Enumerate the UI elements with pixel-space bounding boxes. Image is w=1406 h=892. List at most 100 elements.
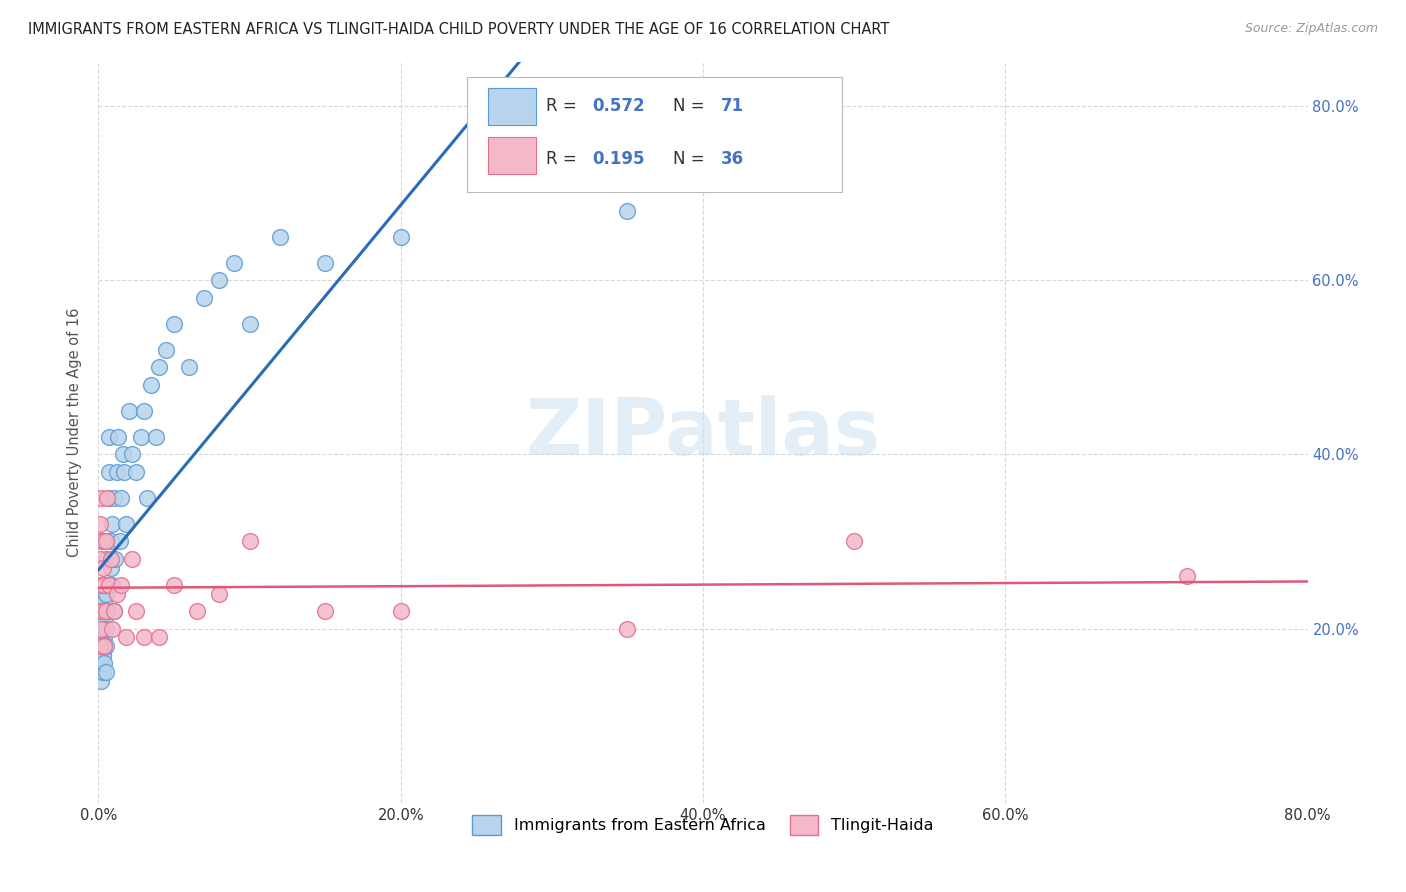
Point (125, 465, 148, 479)
FancyBboxPatch shape (488, 87, 536, 125)
Point (111, 447, 134, 461)
Point (148, 630, 170, 644)
Point (93, 639, 115, 653)
Point (89, 648, 111, 662)
FancyBboxPatch shape (467, 78, 842, 192)
Point (112, 465, 135, 479)
Point (91, 578, 114, 592)
Text: 0.195: 0.195 (592, 150, 644, 168)
Point (141, 377, 163, 392)
Point (100, 534, 122, 549)
Point (96, 604, 118, 618)
Point (94, 552, 117, 566)
Point (91, 560, 114, 574)
Point (91, 665, 114, 680)
Point (90, 673, 112, 688)
Point (1175, 569, 1198, 583)
Y-axis label: Child Poverty Under the Age of 16: Child Poverty Under the Age of 16 (67, 308, 83, 558)
Point (314, 256, 336, 270)
Point (110, 491, 132, 505)
Point (208, 273, 231, 287)
Point (314, 604, 336, 618)
Point (114, 517, 136, 532)
Point (89, 517, 111, 532)
Point (101, 517, 124, 532)
Point (389, 229, 412, 244)
Point (98, 465, 121, 479)
Point (93, 595, 115, 609)
Point (105, 465, 128, 479)
Point (269, 229, 291, 244)
Point (94, 534, 117, 549)
Point (90, 630, 112, 644)
Point (108, 534, 131, 549)
Point (91, 534, 114, 549)
Point (91, 622, 114, 636)
Point (163, 317, 186, 331)
Point (90, 491, 112, 505)
Point (121, 552, 143, 566)
Text: 36: 36 (721, 150, 744, 168)
Point (616, 203, 638, 218)
Point (89, 613, 111, 627)
Point (93, 613, 115, 627)
Point (89, 604, 111, 618)
Point (110, 578, 132, 592)
Point (186, 604, 208, 618)
Point (90, 613, 112, 627)
Point (224, 256, 246, 270)
Point (96, 534, 118, 549)
Point (89, 630, 111, 644)
Point (135, 491, 157, 505)
Point (91, 604, 114, 618)
Point (239, 534, 262, 549)
Point (114, 630, 136, 644)
Point (89, 657, 111, 671)
Point (89, 622, 111, 636)
Text: Source: ZipAtlas.com: Source: ZipAtlas.com (1244, 22, 1378, 36)
Point (145, 430, 167, 444)
Point (98, 430, 121, 444)
Point (90, 657, 112, 671)
FancyBboxPatch shape (488, 137, 536, 174)
Point (91, 639, 114, 653)
Point (93, 578, 115, 592)
Point (129, 430, 152, 444)
Point (616, 622, 638, 636)
Point (844, 534, 866, 549)
Point (90, 639, 112, 653)
Point (118, 404, 141, 418)
Point (193, 291, 215, 305)
Point (90, 578, 112, 592)
Point (90, 534, 112, 549)
Point (90, 622, 112, 636)
Point (107, 430, 129, 444)
Text: R =: R = (546, 97, 582, 115)
Point (101, 578, 124, 592)
Point (389, 604, 412, 618)
Point (89, 552, 111, 566)
Point (96, 491, 118, 505)
Point (91, 604, 114, 618)
Point (125, 604, 148, 618)
Point (100, 560, 122, 574)
Point (90, 622, 112, 636)
Point (98, 578, 121, 592)
Point (89, 595, 111, 609)
Point (132, 404, 155, 418)
Point (208, 587, 231, 601)
Point (179, 360, 201, 375)
Point (90, 604, 112, 618)
Point (89, 604, 111, 618)
Point (104, 552, 127, 566)
Point (155, 343, 177, 357)
Point (98, 491, 121, 505)
Point (89, 665, 111, 680)
Point (96, 578, 118, 592)
Point (94, 639, 117, 653)
Point (91, 648, 114, 662)
Point (101, 622, 124, 636)
Point (121, 447, 143, 461)
Point (163, 578, 186, 592)
Text: R =: R = (546, 150, 582, 168)
